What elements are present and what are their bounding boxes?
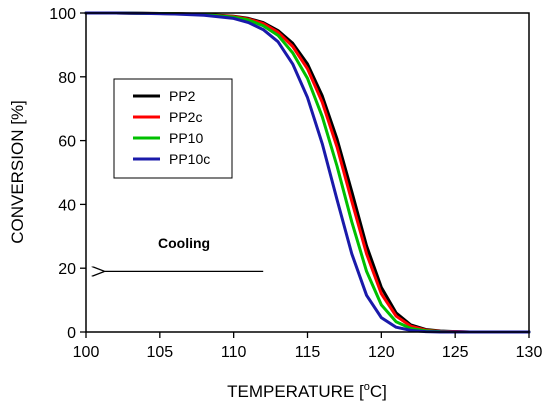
legend-items: PP2 PP2c PP10 PP10c — [133, 88, 210, 167]
cooling-label: Cooling — [158, 235, 210, 251]
x-tick-label: 100 — [73, 344, 100, 361]
ticks-layer: 100 105 110 115 120 125 130 0 20 40 60 80 100 — [49, 6, 542, 361]
x-axis-title-superscript: o — [364, 381, 370, 393]
y-tick-label: 20 — [58, 261, 76, 278]
plot-frame — [85, 12, 530, 333]
y-tick-label: 0 — [67, 325, 76, 342]
x-tick-label: 105 — [146, 344, 173, 361]
legend-label-pp10c: PP10c — [169, 151, 210, 167]
y-tick-label: 100 — [49, 6, 76, 23]
x-tick-label: 120 — [368, 344, 395, 361]
y-tick-label: 60 — [58, 134, 76, 151]
cooling-annotation: Cooling — [104, 235, 264, 271]
x-axis-title: TEMPERATURE [oC] — [227, 381, 387, 401]
y-axis-title: CONVERSION [%] — [8, 100, 27, 244]
y-tick-label: 80 — [58, 70, 76, 87]
x-axis-title-main: TEMPERATURE [ — [227, 382, 364, 401]
x-tick-label: 110 — [221, 344, 247, 361]
legend-label-pp10: PP10 — [169, 130, 203, 146]
x-tick-label: 115 — [295, 344, 321, 361]
legend: PP2 PP2c PP10 PP10c — [113, 78, 233, 179]
x-tick-label: 130 — [516, 344, 543, 361]
legend-label-pp2c: PP2c — [169, 109, 202, 125]
y-tick-label: 40 — [58, 197, 76, 214]
x-tick-label: 125 — [442, 344, 469, 361]
x-axis-title-unit: C] — [370, 382, 387, 401]
legend-label-pp2: PP2 — [169, 88, 196, 104]
